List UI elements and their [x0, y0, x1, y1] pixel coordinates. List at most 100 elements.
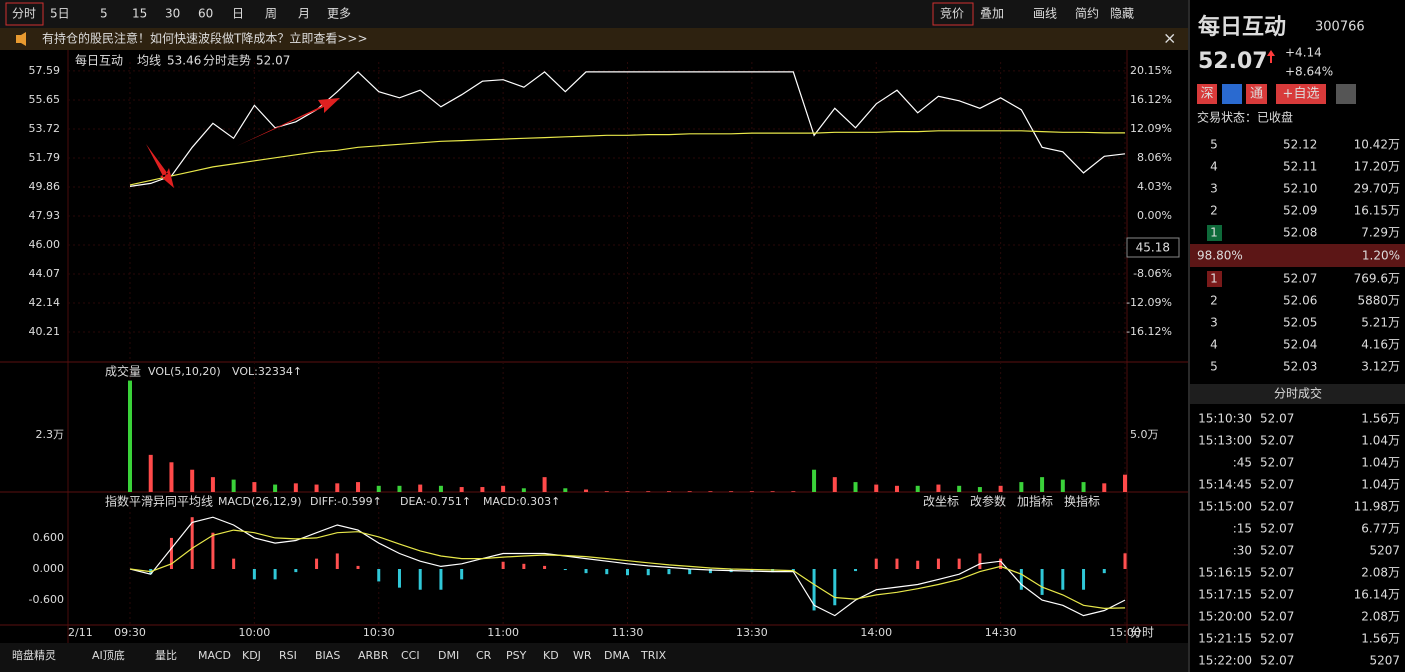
toolbar-action[interactable]: 叠加 — [980, 7, 1004, 21]
period-tab[interactable]: 5日 — [50, 7, 70, 21]
indicator-tab[interactable]: KDJ — [242, 649, 261, 662]
period-tab[interactable]: 月 — [298, 7, 310, 21]
period-tab[interactable]: 更多 — [327, 7, 351, 21]
indicator-tab[interactable]: DMA — [604, 649, 630, 662]
book-level: 4 — [1210, 338, 1218, 352]
indicator-tab[interactable]: CCI — [401, 649, 420, 662]
volume-bar — [459, 487, 464, 492]
volume-bar — [1102, 483, 1107, 492]
trade-time: 15:16:15 — [1198, 566, 1252, 580]
stock-code: 300766 — [1315, 20, 1365, 35]
indicator-tab[interactable]: CR — [476, 649, 492, 662]
trade-time: 15:15:00 — [1198, 500, 1252, 514]
indicator-tab[interactable]: 量比 — [155, 649, 177, 662]
trade-time: :30 — [1233, 544, 1252, 558]
period-tab[interactable]: 60 — [198, 7, 213, 21]
trade-time: 15:17:15 — [1198, 588, 1252, 602]
y2-tick-label: 0.00% — [1137, 209, 1172, 222]
x-tick-label: 09:30 — [114, 626, 146, 639]
book-volume: 5.21万 — [1361, 316, 1400, 330]
trade-price: 52.07 — [1260, 456, 1294, 470]
trade-price: 52.07 — [1260, 500, 1294, 514]
y2-tick-label: -8.06% — [1133, 267, 1172, 280]
cursor-box — [1126, 237, 1180, 258]
volume-bar — [1060, 479, 1065, 492]
x-tick-label: 11:30 — [612, 626, 644, 639]
book-level: 1 — [1210, 226, 1218, 240]
y-tick-label: 51.79 — [29, 151, 61, 164]
indicator-tool[interactable]: 换指标 — [1064, 494, 1100, 509]
trade-volume: 11.98万 — [1354, 500, 1400, 514]
period-tab[interactable]: 周 — [265, 7, 277, 21]
trade-volume: 16.14万 — [1354, 588, 1400, 602]
notice-icon — [16, 32, 26, 46]
indicator-tool[interactable]: 改坐标 — [923, 495, 959, 509]
trade-time: 15:13:00 — [1198, 434, 1252, 448]
book-level: 3 — [1210, 316, 1218, 330]
indicator-tab[interactable]: DMI — [438, 649, 459, 662]
y2-tick-label: 4.03% — [1137, 180, 1172, 193]
toolbar-action[interactable]: 隐藏 — [1110, 7, 1134, 21]
toolbar — [0, 0, 1188, 28]
indicator-tab[interactable]: TRIX — [640, 649, 667, 662]
indicator-tab[interactable]: WR — [573, 649, 592, 662]
indicator-tab[interactable]: AI顶底 — [92, 648, 125, 662]
trade-volume: 1.56万 — [1361, 412, 1400, 426]
bid-ratio: 98.80% — [1197, 249, 1243, 263]
x-tick-label: 15:00 — [1109, 626, 1141, 639]
indicator-tab[interactable]: 暗盘精灵 — [12, 648, 56, 662]
book-price: 52.05 — [1283, 316, 1317, 330]
level-box — [1207, 271, 1222, 287]
volume-bar — [1081, 482, 1086, 492]
period-tab[interactable]: 分时 — [12, 7, 36, 21]
notice-text[interactable]: 有持仓的股民注意！如何快速波段做T降成本？立即查看>>> — [42, 31, 368, 46]
toolbar-action[interactable]: 画线 — [1033, 7, 1057, 21]
period-tab[interactable]: 30 — [165, 7, 180, 21]
indicator-tool[interactable]: 改参数 — [970, 494, 1006, 509]
volume-bar — [438, 485, 443, 492]
hk-button[interactable] — [1222, 84, 1242, 104]
book-price: 52.04 — [1283, 338, 1317, 352]
indicator-tab[interactable]: BIAS — [315, 649, 340, 662]
quote-button[interactable] — [1276, 84, 1326, 104]
period-tab[interactable]: 日 — [232, 7, 244, 21]
trade-time: 15:10:30 — [1198, 412, 1252, 426]
indicator-tab[interactable]: PSY — [506, 649, 527, 662]
volume-bar — [480, 487, 485, 492]
indicator-tab[interactable]: KD — [543, 649, 559, 662]
book-level: 2 — [1210, 294, 1218, 308]
indicator-tab[interactable]: ARBR — [358, 649, 389, 662]
quote-button[interactable] — [1197, 84, 1217, 104]
y2-tick-label: -12.09% — [1126, 296, 1172, 309]
trade-volume: 1.04万 — [1361, 478, 1400, 492]
book-level: 5 — [1210, 138, 1218, 152]
volume-bar — [604, 491, 609, 492]
indicator-tab[interactable]: RSI — [279, 649, 297, 662]
quote-button[interactable] — [1246, 84, 1267, 104]
annotation-arrow — [237, 98, 340, 146]
panel-title: 成交量 — [105, 364, 141, 379]
volume-bar — [314, 484, 319, 492]
indicator-tool[interactable]: 加指标 — [1017, 494, 1053, 509]
trade-volume: 1.04万 — [1361, 456, 1400, 470]
toolbar-action[interactable]: 竞价 — [940, 7, 964, 21]
panel-readout: DEA:-0.751↑ — [400, 495, 471, 508]
book-level: 1 — [1210, 272, 1218, 286]
book-price: 52.11 — [1283, 160, 1317, 174]
volume-bar — [169, 462, 174, 492]
volume-bar — [998, 485, 1003, 492]
alert-button[interactable] — [1336, 84, 1356, 104]
book-level: 5 — [1210, 360, 1218, 374]
up-arrow — [1267, 50, 1275, 63]
quote-button-label: 通 — [1250, 87, 1263, 102]
y2-tick-label: 12.09% — [1130, 122, 1172, 135]
period-tab[interactable]: 5 — [100, 7, 108, 21]
toolbar-action[interactable]: 简约 — [1075, 6, 1099, 21]
ask-ratio: 1.20% — [1362, 249, 1400, 263]
close-notice[interactable]: × — [1163, 29, 1176, 48]
period-tab[interactable]: 15 — [132, 7, 147, 21]
y-tick-label: 0.600 — [33, 531, 65, 544]
volume-bar — [501, 485, 506, 492]
volume-bar — [832, 477, 837, 492]
indicator-tab[interactable]: MACD — [198, 649, 231, 662]
